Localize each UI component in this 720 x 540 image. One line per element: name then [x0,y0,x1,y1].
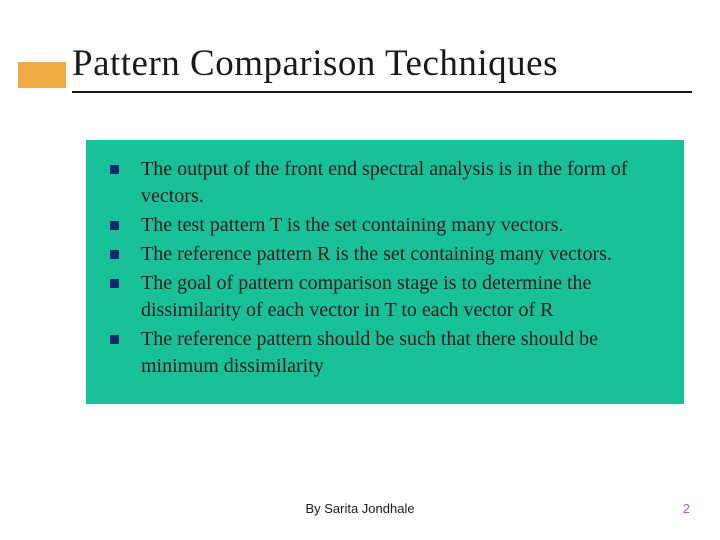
bullet-text: The reference pattern should be such tha… [141,326,664,380]
list-item: The goal of pattern comparison stage is … [106,270,664,324]
slide-title: Pattern Comparison Techniques [72,42,692,85]
list-item: The output of the front end spectral ana… [106,156,664,210]
square-bullet-icon [110,165,119,174]
footer-page-number: 2 [683,501,690,516]
list-item: The reference pattern should be such tha… [106,326,664,380]
bullet-text: The test pattern T is the set containing… [141,212,564,239]
square-bullet-icon [110,221,119,230]
content-box: The output of the front end spectral ana… [86,140,684,404]
square-bullet-icon [110,279,119,288]
bullet-text: The output of the front end spectral ana… [141,156,664,210]
title-container: Pattern Comparison Techniques [72,42,692,93]
list-item: The test pattern T is the set containing… [106,212,664,239]
accent-block [18,62,66,88]
bullet-text: The goal of pattern comparison stage is … [141,270,664,324]
square-bullet-icon [110,335,119,344]
footer-author: By Sarita Jondhale [0,501,720,516]
list-item: The reference pattern R is the set conta… [106,241,664,268]
bullet-list: The output of the front end spectral ana… [106,156,664,380]
bullet-text: The reference pattern R is the set conta… [141,241,612,268]
square-bullet-icon [110,250,119,259]
